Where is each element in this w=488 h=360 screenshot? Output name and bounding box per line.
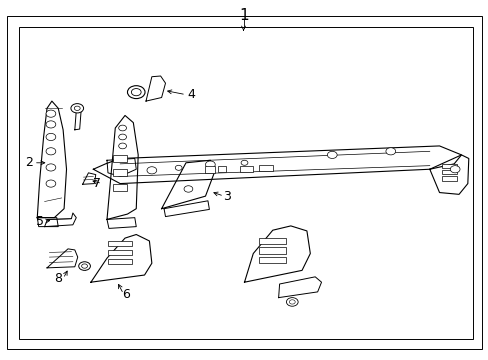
Bar: [239, 166, 253, 172]
Bar: [441, 176, 456, 181]
Polygon shape: [93, 146, 461, 184]
Bar: [113, 169, 127, 176]
Text: 1: 1: [239, 8, 249, 23]
Circle shape: [46, 110, 56, 117]
Text: 4: 4: [186, 88, 194, 101]
Circle shape: [74, 106, 80, 111]
Circle shape: [449, 166, 459, 173]
Text: 7: 7: [93, 177, 101, 190]
Polygon shape: [107, 218, 136, 228]
Circle shape: [127, 86, 145, 99]
Text: 3: 3: [223, 190, 231, 203]
Circle shape: [81, 264, 87, 268]
Polygon shape: [429, 155, 468, 194]
Bar: [108, 240, 132, 246]
Bar: [113, 184, 127, 191]
Bar: [441, 170, 456, 174]
Circle shape: [46, 121, 56, 128]
Polygon shape: [161, 160, 214, 209]
Circle shape: [46, 164, 56, 171]
Bar: [259, 165, 272, 171]
Bar: [113, 155, 127, 162]
Text: 2: 2: [25, 156, 33, 169]
Bar: [259, 257, 285, 263]
Circle shape: [327, 151, 336, 158]
Bar: [19, 27, 472, 338]
Polygon shape: [91, 234, 152, 282]
Polygon shape: [278, 277, 321, 298]
Circle shape: [286, 298, 298, 306]
Polygon shape: [37, 218, 58, 226]
Circle shape: [205, 161, 215, 168]
Circle shape: [46, 148, 56, 155]
Bar: [108, 258, 132, 264]
Bar: [108, 249, 132, 255]
Polygon shape: [37, 101, 66, 218]
Circle shape: [119, 125, 126, 131]
Circle shape: [79, 262, 90, 270]
Bar: [217, 166, 226, 172]
Circle shape: [119, 134, 126, 140]
Circle shape: [385, 148, 395, 155]
Text: 8: 8: [54, 272, 62, 285]
Polygon shape: [75, 110, 81, 130]
Circle shape: [289, 300, 295, 304]
Polygon shape: [146, 76, 165, 101]
Text: 6: 6: [122, 288, 130, 301]
Bar: [205, 166, 215, 173]
Circle shape: [46, 134, 56, 140]
Circle shape: [241, 160, 247, 165]
Polygon shape: [244, 226, 310, 282]
Polygon shape: [163, 201, 209, 217]
Bar: [259, 238, 285, 244]
Polygon shape: [44, 213, 76, 226]
Polygon shape: [107, 158, 136, 176]
Circle shape: [119, 143, 126, 149]
Text: 5: 5: [36, 215, 43, 228]
Polygon shape: [107, 116, 138, 220]
Circle shape: [175, 165, 182, 170]
Bar: [259, 247, 285, 253]
Circle shape: [183, 186, 192, 192]
Bar: [441, 163, 456, 168]
Circle shape: [147, 167, 157, 174]
Circle shape: [46, 180, 56, 187]
Polygon shape: [47, 249, 78, 268]
Polygon shape: [82, 173, 96, 184]
Circle shape: [71, 104, 83, 113]
Circle shape: [131, 89, 141, 96]
